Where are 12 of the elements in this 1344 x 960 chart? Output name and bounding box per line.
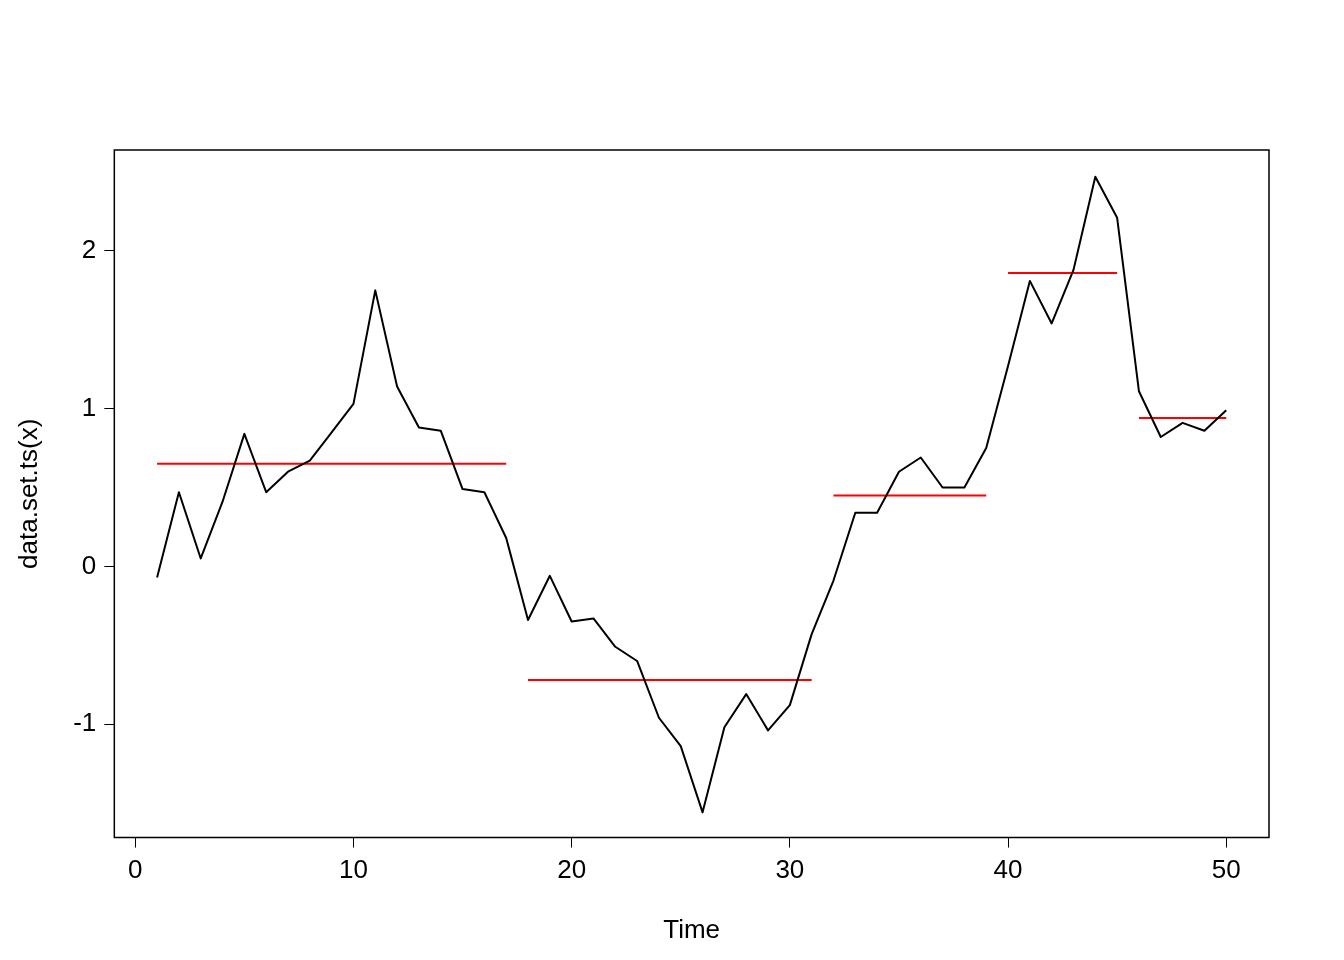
x-tick-label: 40 bbox=[993, 854, 1023, 885]
x-axis-title: Time bbox=[663, 913, 721, 944]
y-tick-label: -1 bbox=[73, 707, 97, 738]
y-axis-title: data.set.ts(x) bbox=[12, 418, 43, 569]
x-tick-label: 20 bbox=[557, 854, 587, 885]
y-tick-label: 2 bbox=[81, 234, 97, 265]
x-tick-label: 50 bbox=[1211, 854, 1241, 885]
x-tick-label: 10 bbox=[339, 854, 368, 885]
y-tick-label: 1 bbox=[81, 391, 97, 422]
x-tick-label: 0 bbox=[128, 854, 143, 885]
y-tick-label: 0 bbox=[81, 549, 97, 580]
x-tick-label: 30 bbox=[775, 854, 805, 885]
